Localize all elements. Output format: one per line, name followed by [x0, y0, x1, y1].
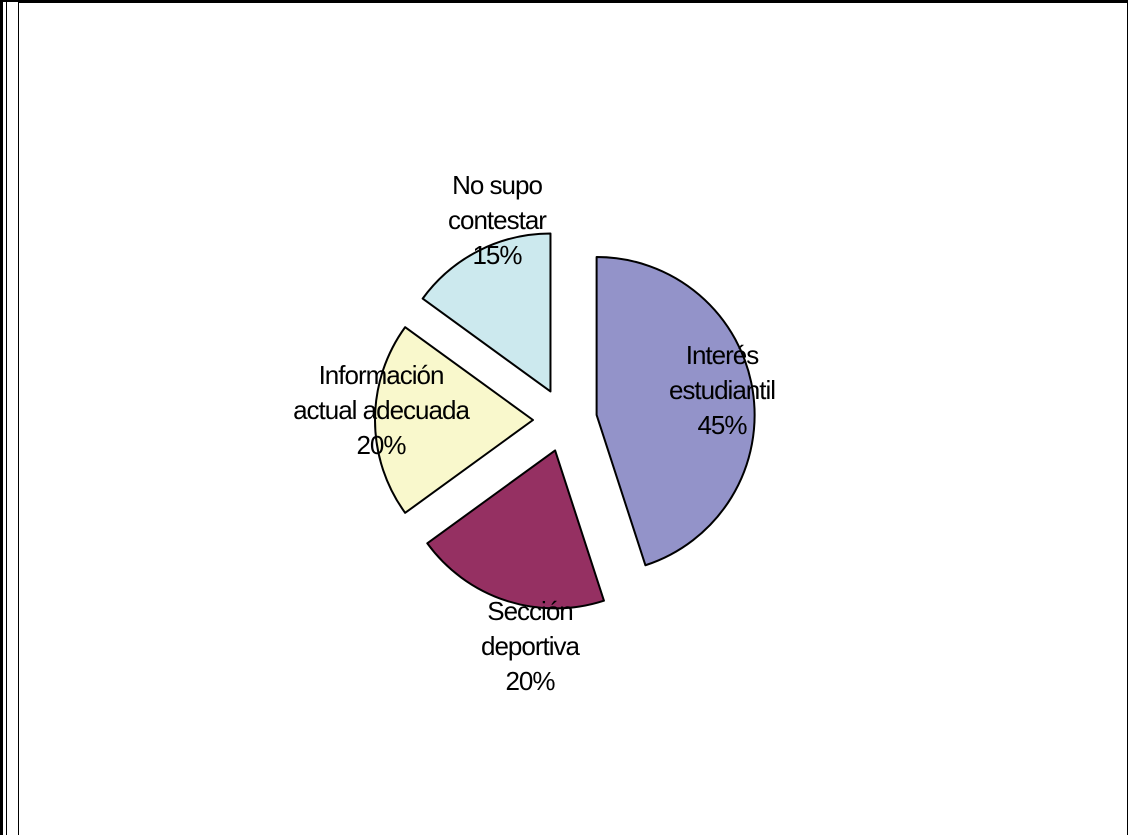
slice-seccion-deportiva [426, 449, 605, 610]
slice-no-supo-contestar-label: No supo contestar 15% [448, 170, 547, 270]
slice-label-line: actual adecuada [293, 395, 470, 425]
slice-label-line: deportiva [481, 631, 580, 661]
slice-label-line: Sección [487, 596, 573, 626]
slice-label-line: Información [319, 360, 444, 390]
slice-interes-estudiantil [595, 255, 756, 567]
slice-label-line: estudiantil [669, 375, 775, 405]
slice-labels: Interés estudiantil 45% Sección deportiva 20%… [293, 170, 776, 696]
slice-label-line: Interés [686, 340, 759, 370]
slice-informacion-actual-label: Información actual adecuada 20% [293, 360, 470, 460]
slice-interes-estudiantil-label: Interés estudiantil 45% [669, 340, 775, 440]
slice-label-line: 20% [356, 430, 406, 460]
slice-no-supo-contestar [421, 232, 552, 393]
slice-label-line: 45% [697, 410, 747, 440]
pie-slices [374, 232, 756, 610]
slice-label-line: 20% [505, 666, 555, 696]
slice-informacion-actual [374, 326, 534, 514]
slice-label-line: 15% [472, 240, 522, 270]
slice-label-line: No supo [452, 170, 542, 200]
slice-label-line: contestar [448, 205, 547, 235]
slice-seccion-deportiva-label: Sección deportiva 20% [481, 596, 580, 696]
